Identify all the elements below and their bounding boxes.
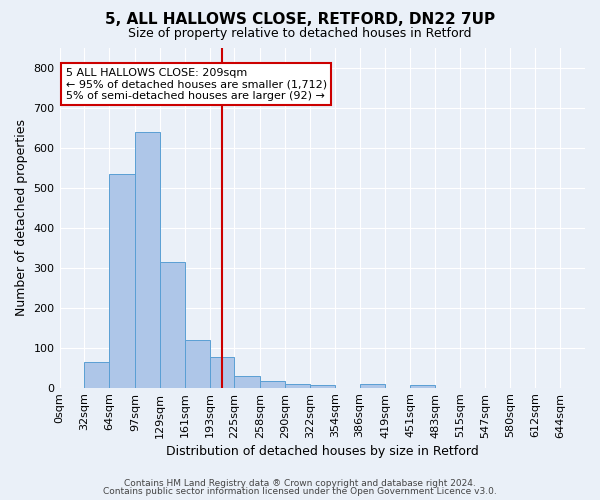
Bar <box>109 174 135 388</box>
Bar <box>135 132 160 388</box>
X-axis label: Distribution of detached houses by size in Retford: Distribution of detached houses by size … <box>166 444 479 458</box>
Bar <box>260 381 285 388</box>
Bar <box>85 362 109 388</box>
Bar <box>359 384 385 388</box>
Bar <box>209 357 235 388</box>
Bar <box>310 385 335 388</box>
Text: Size of property relative to detached houses in Retford: Size of property relative to detached ho… <box>128 28 472 40</box>
Text: Contains public sector information licensed under the Open Government Licence v3: Contains public sector information licen… <box>103 487 497 496</box>
Y-axis label: Number of detached properties: Number of detached properties <box>15 119 28 316</box>
Bar <box>160 262 185 388</box>
Bar <box>410 385 435 388</box>
Bar <box>185 340 209 388</box>
Bar <box>285 384 310 388</box>
Text: 5, ALL HALLOWS CLOSE, RETFORD, DN22 7UP: 5, ALL HALLOWS CLOSE, RETFORD, DN22 7UP <box>105 12 495 28</box>
Bar <box>235 376 260 388</box>
Text: Contains HM Land Registry data ® Crown copyright and database right 2024.: Contains HM Land Registry data ® Crown c… <box>124 478 476 488</box>
Text: 5 ALL HALLOWS CLOSE: 209sqm
← 95% of detached houses are smaller (1,712)
5% of s: 5 ALL HALLOWS CLOSE: 209sqm ← 95% of det… <box>66 68 327 100</box>
